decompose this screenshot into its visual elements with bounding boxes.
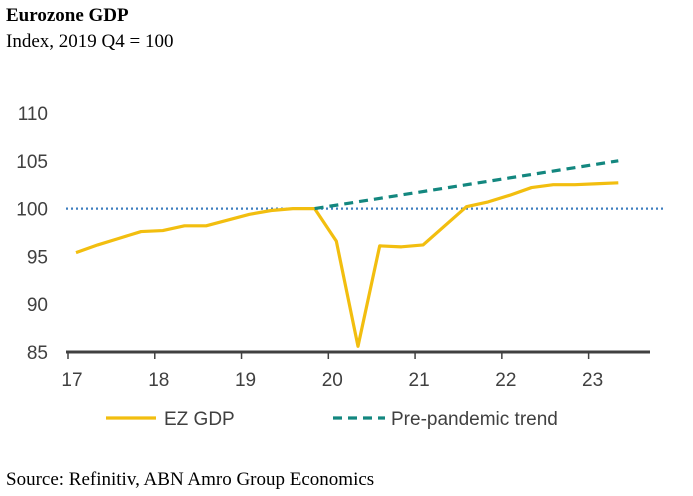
chart-subtitle: Index, 2019 Q4 = 100: [6, 31, 174, 52]
legend-label-pre-pandemic-trend: Pre-pandemic trend: [391, 409, 558, 430]
y-tick-label: 90: [27, 295, 48, 316]
y-tick-label: 85: [27, 343, 48, 364]
series-line-pre-pandemic-trend: [314, 159, 619, 211]
x-tick-label: 18: [148, 370, 169, 391]
x-axis-ticks: 17 18 19 20 21 22 23: [61, 352, 603, 391]
x-tick-label: 23: [582, 370, 603, 391]
x-tick-label: 19: [235, 370, 256, 391]
y-axis-tick-labels: 85 90 95 100 105 110: [16, 104, 48, 364]
source-note: Source: Refinitiv, ABN Amro Group Econom…: [6, 469, 375, 490]
x-tick-label: 22: [495, 370, 516, 391]
chart-legend: EZ GDP Pre-pandemic trend: [106, 409, 558, 430]
y-tick-label: 105: [16, 152, 48, 173]
y-tick-label: 100: [16, 200, 48, 221]
series-line-ez-gdp: [75, 181, 619, 348]
series-group: [75, 159, 619, 348]
chart-title: Eurozone GDP: [6, 5, 129, 26]
x-tick-label: 21: [409, 370, 430, 391]
x-tick-label: 20: [322, 370, 343, 391]
x-tick-label: 17: [61, 370, 82, 391]
legend-label-ez-gdp: EZ GDP: [164, 409, 235, 430]
y-tick-label: 110: [18, 104, 48, 125]
y-tick-label: 95: [27, 247, 48, 268]
